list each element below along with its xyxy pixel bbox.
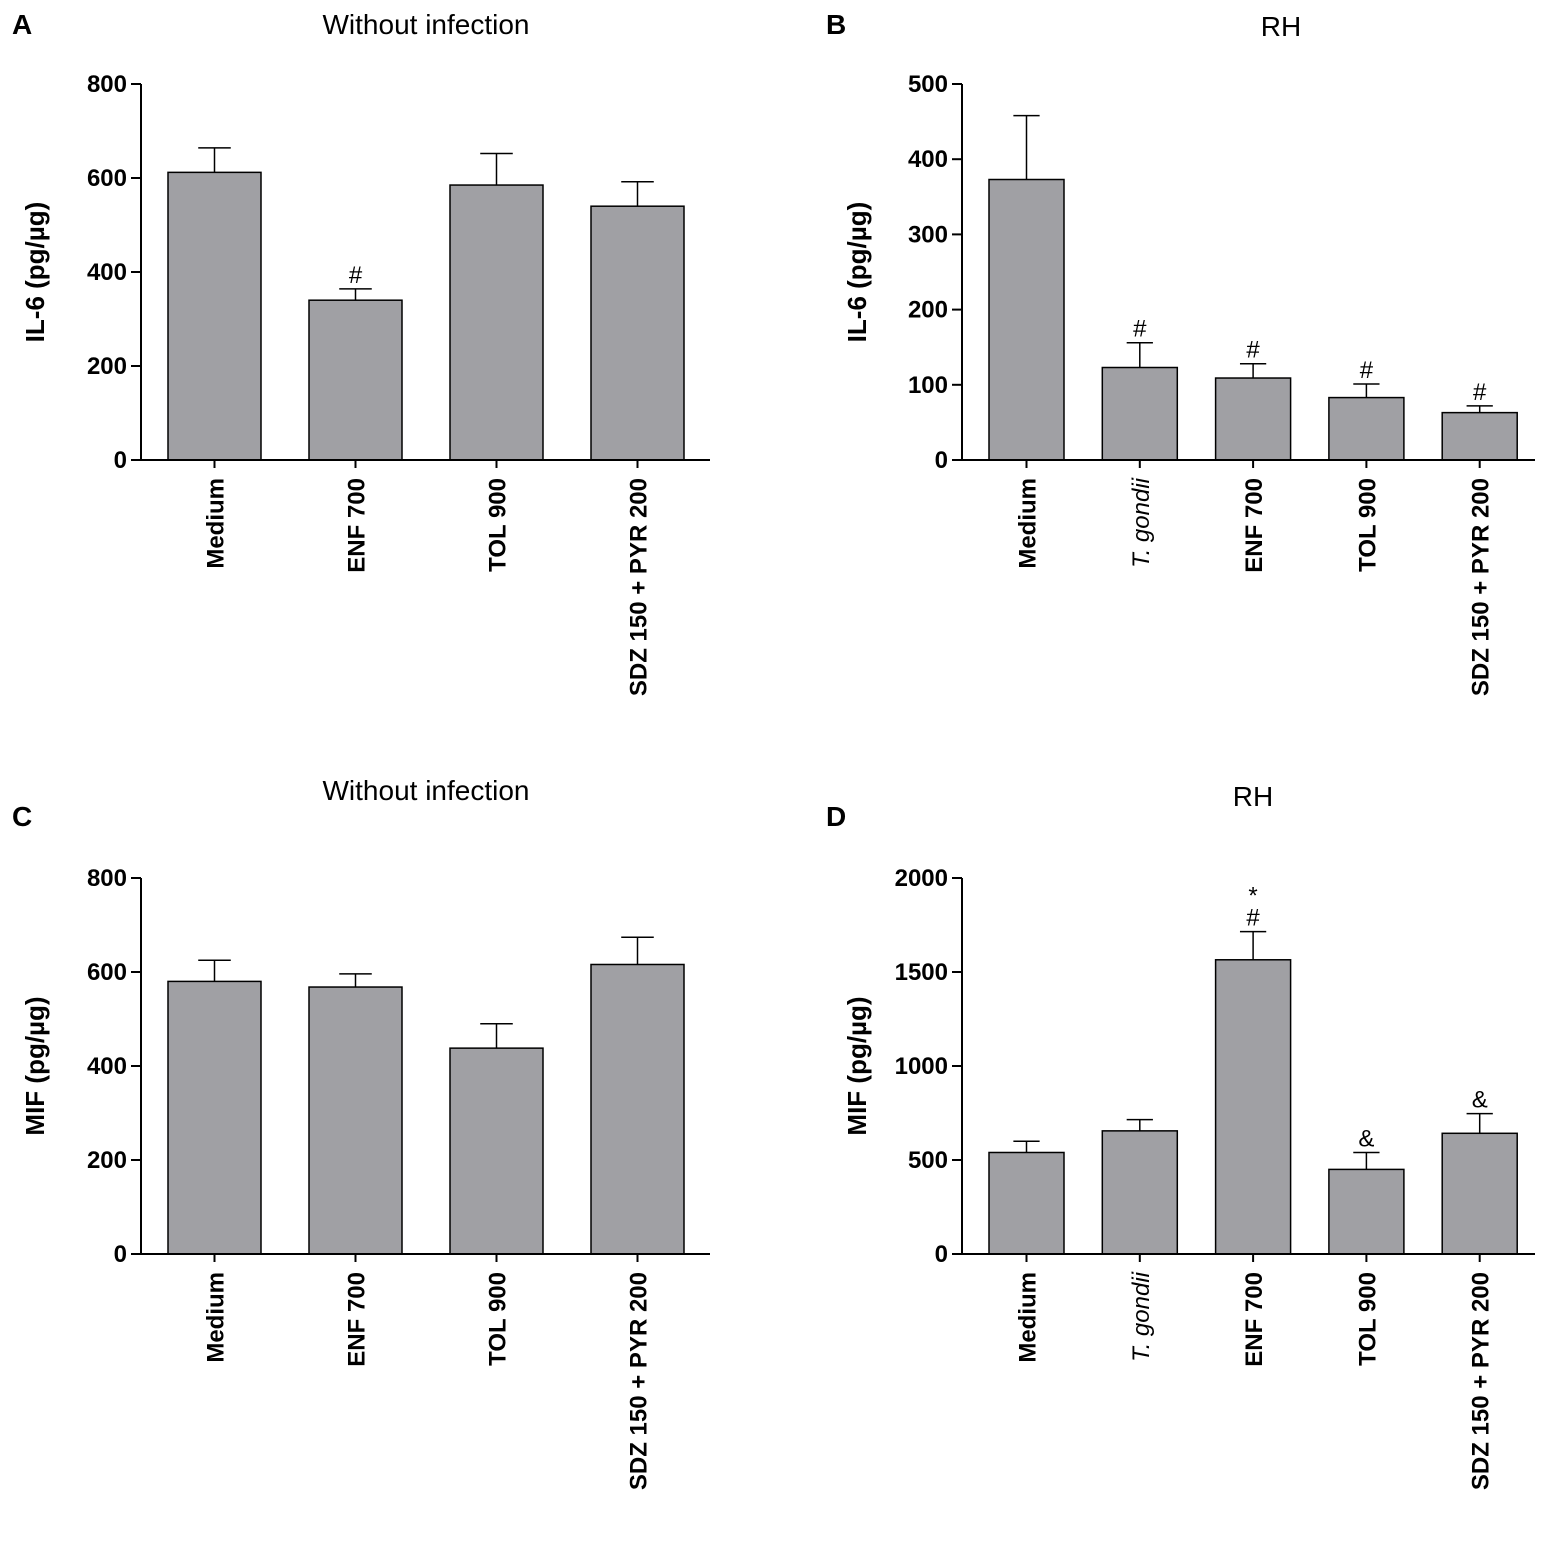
- panel-title: Without infection: [323, 775, 530, 806]
- category-label: ENF 700: [1241, 478, 1268, 573]
- significance-marker: #: [349, 262, 363, 289]
- bar: [1214, 959, 1292, 1255]
- significance-marker: #: [1473, 379, 1487, 406]
- bar: [1441, 411, 1518, 461]
- bar: [167, 171, 262, 461]
- y-tick-label: 800: [87, 71, 127, 98]
- y-tick-label: 1500: [895, 959, 948, 986]
- bar: [308, 299, 403, 461]
- bar: [308, 986, 403, 1255]
- panel-title: RH: [1261, 11, 1301, 42]
- y-tick-label: 1000: [895, 1053, 948, 1080]
- category-label: Medium: [203, 478, 230, 569]
- y-tick-label: 300: [908, 221, 948, 248]
- category-label: TOL 900: [485, 1272, 512, 1366]
- y-tick-label: 600: [87, 165, 127, 192]
- bar: [1441, 1132, 1518, 1255]
- bar: [988, 178, 1065, 461]
- category-label: Medium: [203, 1272, 230, 1363]
- panel-a: A Without infection IL-6 (pg/µg) Medium # ENF…: [12, 9, 710, 696]
- y-tick-label: 0: [935, 447, 948, 474]
- y-tick-label: 600: [87, 959, 127, 986]
- bar: [590, 963, 685, 1255]
- y-tick-label: 0: [114, 447, 127, 474]
- category-label: TOL 900: [1354, 478, 1381, 572]
- bar: [449, 184, 544, 461]
- y-tick-label: 400: [87, 1053, 127, 1080]
- category-label: ENF 700: [344, 1272, 371, 1367]
- category-label: TOL 900: [1354, 1272, 1381, 1366]
- y-tick-label: 500: [908, 71, 948, 98]
- panel-title: RH: [1233, 781, 1273, 812]
- significance-marker: #: [1246, 337, 1260, 364]
- y-tick-label: 800: [87, 865, 127, 892]
- y-tick-label: 100: [908, 372, 948, 399]
- significance-marker: * #: [1246, 883, 1260, 932]
- y-tick-label: 0: [935, 1241, 948, 1268]
- bar: [1328, 396, 1405, 461]
- bar: [590, 205, 685, 461]
- significance-marker: &: [1358, 1125, 1374, 1152]
- y-axis-label: MIF (pg/µg): [842, 996, 872, 1135]
- y-axis-label: MIF (pg/µg): [20, 996, 50, 1135]
- significance-marker: &: [1472, 1087, 1488, 1114]
- category-label: T. gondii: [1128, 1271, 1155, 1362]
- bar: [1101, 366, 1179, 461]
- category-label: Medium: [1015, 1272, 1042, 1363]
- panel-title: Without infection: [323, 9, 530, 40]
- significance-marker: #: [1133, 316, 1147, 343]
- y-tick-label: 2000: [895, 865, 948, 892]
- panel-letter: D: [826, 801, 846, 832]
- panel-c: C Without infection MIF (pg/µg) Medium ENF 7…: [12, 775, 710, 1490]
- category-label: SDZ 150 + PYR 200: [626, 478, 653, 696]
- panel-letter: B: [826, 9, 846, 40]
- category-label: SDZ 150 + PYR 200: [626, 1272, 653, 1490]
- panel-letter: A: [12, 9, 32, 40]
- panel-letter: C: [12, 801, 32, 832]
- category-label: SDZ 150 + PYR 200: [1468, 478, 1495, 696]
- category-label: ENF 700: [1241, 1272, 1268, 1367]
- bar: [1214, 377, 1292, 461]
- category-label: SDZ 150 + PYR 200: [1468, 1272, 1495, 1490]
- bar: [988, 1151, 1065, 1255]
- y-axis-label: IL-6 (pg/µg): [20, 202, 50, 343]
- y-tick-label: 200: [908, 297, 948, 324]
- y-tick-label: 400: [908, 146, 948, 173]
- y-tick-label: 200: [87, 1147, 127, 1174]
- significance-marker: #: [1360, 357, 1374, 384]
- category-label: T. gondii: [1128, 477, 1155, 568]
- y-tick-label: 200: [87, 353, 127, 380]
- category-label: ENF 700: [344, 478, 371, 573]
- panel-b: B RH IL-6 (pg/µg) Medium # T. gondii # ENF 700 #…: [826, 9, 1535, 696]
- panel-d: D RH MIF (pg/µg) Medium T. gondii * # ENF 700 & T…: [826, 781, 1535, 1490]
- bar: [1101, 1130, 1179, 1255]
- category-label: TOL 900: [485, 478, 512, 572]
- y-axis-label: IL-6 (pg/µg): [842, 202, 872, 343]
- category-label: Medium: [1015, 478, 1042, 569]
- y-tick-label: 500: [908, 1147, 948, 1174]
- y-tick-label: 400: [87, 259, 127, 286]
- bar: [1328, 1168, 1405, 1255]
- bar: [167, 980, 262, 1255]
- bar: [449, 1047, 544, 1255]
- y-tick-label: 0: [114, 1241, 127, 1268]
